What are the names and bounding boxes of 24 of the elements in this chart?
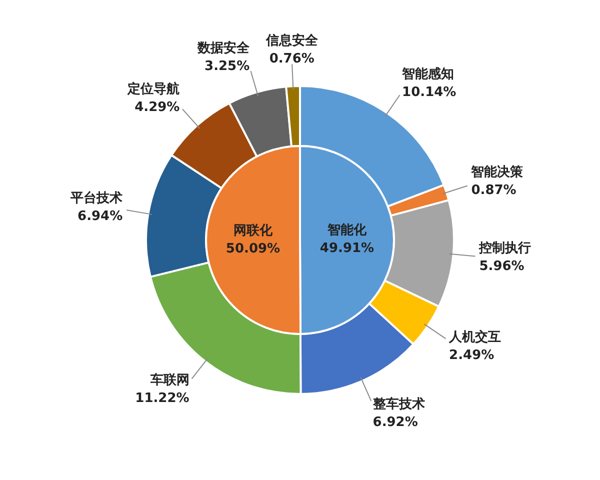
slice-label: 平台技术: [70, 190, 123, 206]
data-label: 3.25%: [204, 58, 250, 74]
slice-label: 控制执行: [478, 240, 532, 256]
data-label: 10.14%: [402, 84, 456, 100]
data-label: 4.29%: [134, 100, 180, 116]
data-label: 6.92%: [372, 415, 418, 430]
data-label: 0.76%: [269, 52, 314, 67]
slice-label: 车联网: [149, 372, 190, 388]
slice-label: 定位导航: [126, 81, 180, 98]
data-label: 11.22%: [135, 391, 190, 406]
slice-label: 数据安全: [196, 40, 251, 56]
slice-label: 智能化: [326, 222, 368, 238]
slice-label: 智能感知: [401, 66, 454, 82]
data-label: 49.91%: [320, 241, 374, 256]
data-label: 0.87%: [471, 182, 516, 198]
data-label: 6.94%: [78, 209, 123, 224]
data-label: 2.49%: [449, 348, 494, 363]
slice-label: 人机交互: [448, 328, 502, 345]
slice-label: 智能决策: [470, 164, 524, 180]
data-label: 50.09%: [226, 242, 280, 257]
slice-label: 整车技术: [372, 396, 425, 412]
slice-label: 信息安全: [264, 32, 319, 49]
slice-label: 网联化: [234, 224, 274, 239]
data-label: 5.96%: [479, 258, 524, 274]
